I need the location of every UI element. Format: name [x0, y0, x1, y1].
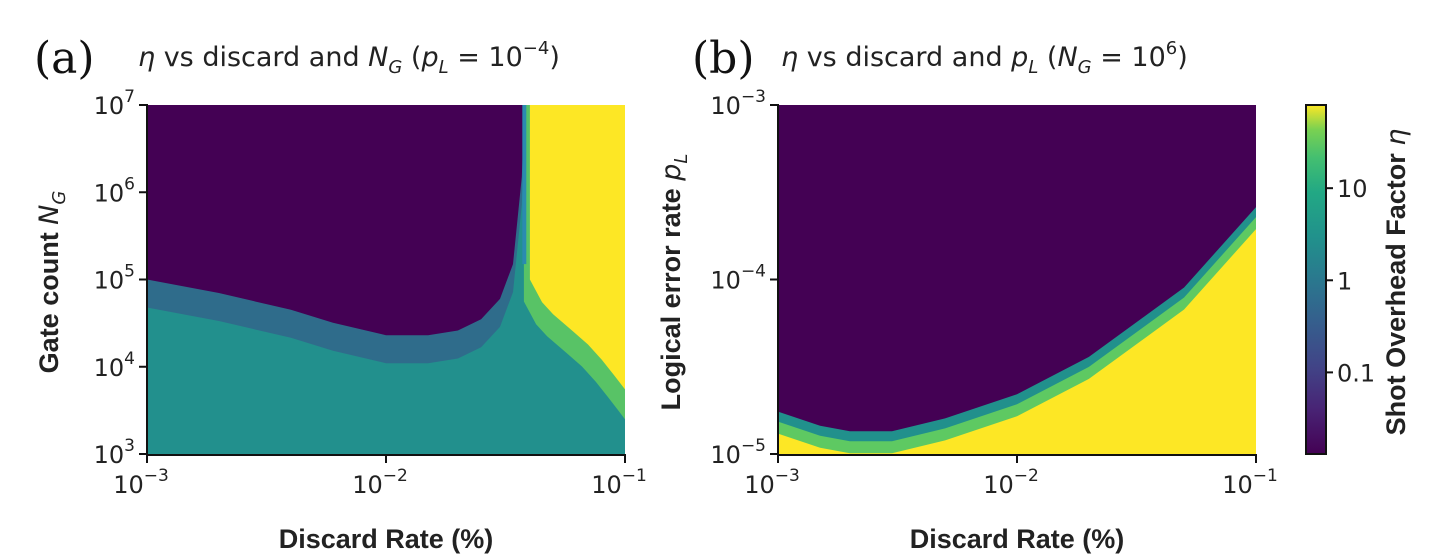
y-tick-label: 104: [94, 349, 135, 382]
colorbar-tick-label: 1: [1337, 267, 1352, 295]
colorbar: [1305, 104, 1327, 455]
y-tick-label: 10−3: [710, 87, 766, 120]
colorbar-tick-label: 10: [1337, 175, 1368, 203]
panel-b-xlabel: Discard Rate (%): [910, 524, 1125, 554]
y-tick-label: 105: [94, 262, 135, 295]
panel-a-ticks: 10−3 10−2 10−1 103 104 105 106 107: [94, 87, 647, 499]
y-tick-label: 10−4: [710, 262, 766, 295]
panel-b-heatmap: [778, 105, 1256, 454]
panel-b-ticks: 10−3 10−2 10−1 10−5 10−4 10−3: [710, 87, 1277, 499]
panel-a-heatmap: [147, 105, 625, 454]
x-tick-label: 10−2: [352, 466, 408, 499]
panel-a-letter: (a): [34, 33, 95, 84]
panel-a-xlabel: Discard Rate (%): [279, 524, 494, 554]
y-tick-label: 10−5: [710, 436, 766, 469]
colorbar-ticks: 10 1 0.1: [1326, 175, 1375, 387]
panel-a-title: η vs discard and NG (pL = 10−4): [138, 38, 560, 78]
panel-a-ylabel: Gate count NG: [34, 191, 70, 374]
panel-b-ylabel: Logical error rate pL: [656, 154, 692, 411]
y-tick-label: 106: [94, 174, 135, 207]
x-tick-label: 10−3: [744, 466, 800, 499]
panel-b-title: η vs discard and pL (NG = 106): [781, 38, 1188, 78]
x-tick-label: 10−1: [1222, 466, 1278, 499]
x-tick-label: 10−1: [591, 466, 647, 499]
panel-a-low-region: [147, 105, 525, 336]
colorbar-label: Shot Overhead Factor η: [1381, 129, 1412, 436]
y-tick-label: 103: [94, 436, 135, 469]
x-tick-label: 10−3: [113, 466, 169, 499]
panel-a-high-region: [529, 105, 625, 390]
panel-b-letter: (b): [692, 33, 755, 84]
x-tick-label: 10−2: [983, 466, 1039, 499]
colorbar-tick-label: 0.1: [1337, 359, 1375, 387]
panel-a-vertical-band: [522, 105, 527, 265]
panel-b-high-region: [778, 229, 1256, 454]
y-tick-label: 107: [94, 87, 135, 120]
